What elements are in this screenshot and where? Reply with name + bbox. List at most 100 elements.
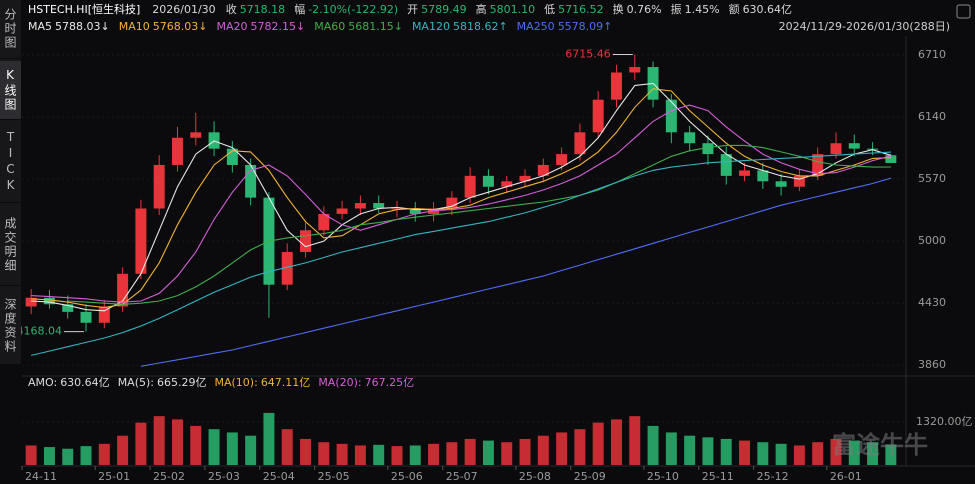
sidebar-tab[interactable]: 深度资料 xyxy=(0,288,21,365)
x-tick-label: 25-11 xyxy=(702,470,734,483)
stat-value: 5789.49 xyxy=(421,3,467,16)
stat-value: 5716.52 xyxy=(558,3,604,16)
volume-bar xyxy=(647,425,659,465)
x-tick-label: 25-12 xyxy=(757,470,789,483)
symbol-title: HSTECH.HI[恒生科技] xyxy=(28,2,140,16)
candle-body xyxy=(190,132,202,138)
volume-bar xyxy=(720,438,732,465)
volume-bar xyxy=(153,416,165,465)
y-tick-label: 3860 xyxy=(918,358,946,371)
candle-body xyxy=(171,137,183,165)
candle-body xyxy=(153,164,165,209)
sidebar-tab[interactable]: TICK xyxy=(0,122,21,203)
legend-value: 5788.03↓ xyxy=(55,20,110,33)
candle-body xyxy=(501,181,513,187)
volume-bar xyxy=(25,445,37,465)
candle-body xyxy=(629,67,641,73)
candle-body xyxy=(610,72,622,100)
legend-name: MA10 xyxy=(119,20,150,33)
volume-bar xyxy=(629,416,641,465)
candle-body xyxy=(665,99,677,133)
volume-bar xyxy=(556,432,568,465)
ma-line xyxy=(140,177,892,367)
date-range[interactable]: 2024/11/29-2026/01/30(288日) xyxy=(779,20,950,33)
x-tick-label: 25-02 xyxy=(153,470,185,483)
volume-legend-value: 767.25亿 xyxy=(365,376,415,389)
volume-bar xyxy=(245,435,257,465)
volume-legend-label: MA(5): xyxy=(118,376,154,389)
annotation: 6715.46 xyxy=(565,47,611,60)
candle-body xyxy=(43,297,55,305)
sidebar-tab[interactable]: 成交明细 xyxy=(0,205,21,286)
stat-label: 收 xyxy=(226,2,237,16)
stat-value: -2.10%(-122.92) xyxy=(308,3,398,16)
volume-bar xyxy=(482,440,494,465)
candle-body xyxy=(793,175,805,187)
x-tick-label: 25-08 xyxy=(519,470,551,483)
volume-legend-label: MA(10): xyxy=(215,376,258,389)
legend-value: 5768.03↓ xyxy=(153,20,208,33)
candle-body xyxy=(537,164,549,176)
volume-bar xyxy=(501,442,513,465)
candle-body xyxy=(885,155,897,163)
volume-bar xyxy=(43,447,55,465)
stat-value: 1.45% xyxy=(685,3,720,16)
volume-bar xyxy=(281,429,293,465)
candle-body xyxy=(117,273,129,307)
candle-body xyxy=(556,154,568,165)
annotation: 4168.04 xyxy=(17,325,63,338)
x-tick-label: 24-11 xyxy=(25,470,57,483)
volume-bar xyxy=(446,442,458,465)
x-tick-label: 25-05 xyxy=(318,470,350,483)
stat-value: 630.64亿 xyxy=(743,3,793,16)
volume-bar xyxy=(373,444,385,465)
volume-bar xyxy=(80,446,92,465)
x-tick-label: 25-04 xyxy=(263,470,295,483)
volume-legend-label: AMO: xyxy=(28,376,57,389)
legend-name: MA20 xyxy=(216,20,247,33)
stat-label: 高 xyxy=(476,2,487,16)
volume-bar xyxy=(592,422,604,465)
stat-value: 5801.10 xyxy=(490,3,536,16)
candle-body xyxy=(391,208,403,210)
volume-bar xyxy=(757,442,769,465)
candle-body xyxy=(409,208,421,214)
y-tick-label: 6140 xyxy=(918,110,946,123)
candle-body xyxy=(702,143,714,155)
candle-body xyxy=(354,203,366,209)
settings-icon[interactable] xyxy=(956,4,971,19)
sidebar-tab[interactable]: 分时图 xyxy=(0,0,21,59)
volume-bar xyxy=(848,440,860,465)
volume-bar xyxy=(208,429,220,465)
stat-label: 低 xyxy=(544,3,555,16)
stat-label: 幅 xyxy=(294,3,305,16)
candle-body xyxy=(464,175,476,198)
volume-legend-label: MA(20): xyxy=(318,376,361,389)
volume-bar xyxy=(519,438,531,465)
candle-body xyxy=(318,213,330,231)
volume-bar xyxy=(702,437,714,465)
candle-body xyxy=(98,306,110,323)
volume-legend-value: 630.64亿 xyxy=(60,376,110,389)
stat-value: 0.76% xyxy=(627,3,662,16)
volume-bar xyxy=(263,412,275,465)
legend-value: 5578.09↑ xyxy=(558,20,613,33)
sidebar-tab[interactable]: K线图 xyxy=(0,61,21,120)
volume-bar xyxy=(336,443,348,465)
candle-body xyxy=(684,132,696,144)
candle-body xyxy=(373,203,385,209)
ma-line xyxy=(31,82,892,312)
candle-body xyxy=(519,175,531,182)
volume-bar xyxy=(610,419,622,465)
x-tick-label: 25-03 xyxy=(208,470,240,483)
volume-bar xyxy=(190,425,202,465)
volume-tick-label: 1320.00亿 xyxy=(916,415,973,428)
volume-bar xyxy=(409,445,421,465)
candle-body xyxy=(848,143,860,149)
candle-body xyxy=(25,297,37,307)
stat-value: 5718.18 xyxy=(240,3,286,16)
volume-bar xyxy=(537,435,549,465)
x-tick-label: 25-09 xyxy=(574,470,606,483)
candle-body xyxy=(135,208,147,274)
volume-legend-value: 665.29亿 xyxy=(157,376,207,389)
